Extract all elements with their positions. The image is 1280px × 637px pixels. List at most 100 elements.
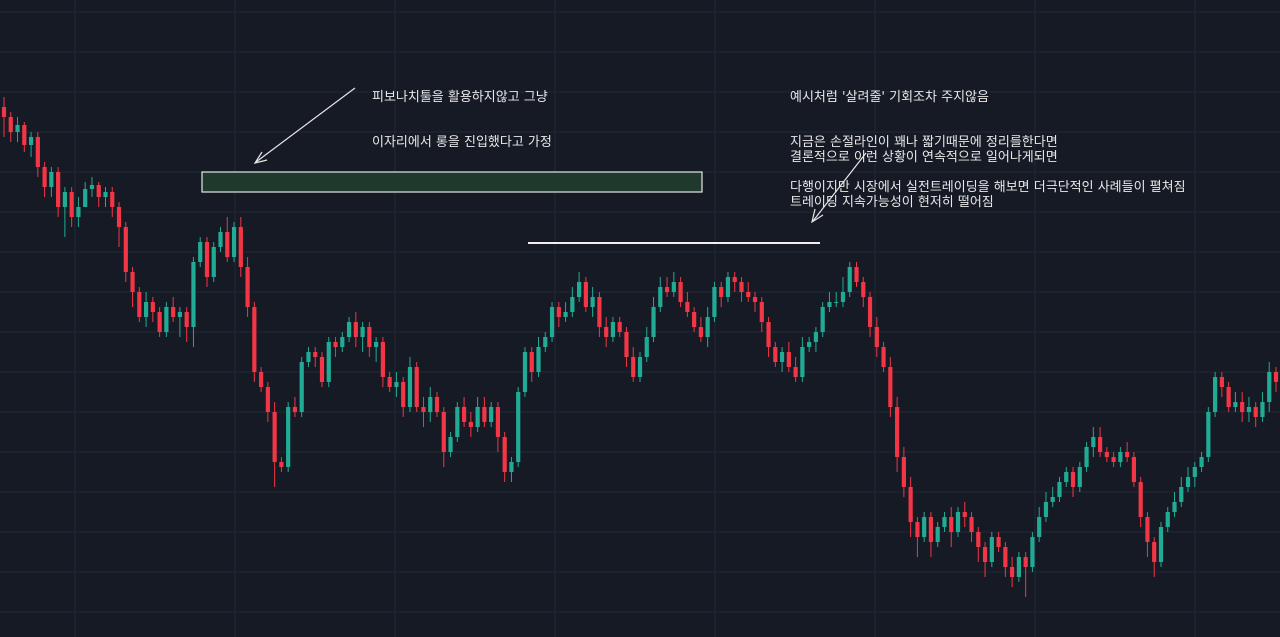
candle-up <box>475 407 480 427</box>
candle-down <box>739 282 744 292</box>
candle-up <box>15 125 20 132</box>
candle-up <box>407 367 413 407</box>
candle-down <box>996 537 1001 547</box>
arrow-to-top <box>812 152 867 222</box>
candle-down <box>698 327 703 337</box>
candle-down <box>150 302 155 312</box>
candle-up <box>590 297 595 307</box>
candle-up <box>28 137 34 145</box>
candle-down <box>908 487 913 522</box>
annotation-line: 이자리에서 롱을 진입했다고 가정 <box>372 135 552 150</box>
candle-up <box>286 407 291 467</box>
candle-down <box>928 517 934 542</box>
candle-down <box>414 367 419 407</box>
candle-down <box>238 227 243 267</box>
candle-down <box>35 137 40 167</box>
candle-up <box>374 342 379 347</box>
long-entry-zone[interactable] <box>201 171 703 193</box>
candle-down <box>854 267 859 282</box>
candle-up <box>820 307 825 332</box>
candle-down <box>982 547 988 562</box>
candle-up <box>1246 407 1252 412</box>
candle-up <box>191 262 196 327</box>
candle-down <box>915 522 920 537</box>
candle-up <box>1179 487 1184 502</box>
candle-up <box>1267 372 1272 402</box>
annotation-line: 결론적으로 이런 상황이 연속적으로 일어나게되면 <box>790 150 1058 165</box>
candle-up <box>1064 472 1069 482</box>
candle-up <box>231 227 237 257</box>
candle-up <box>989 537 994 562</box>
candle-down <box>969 517 974 532</box>
candle-down <box>624 332 629 357</box>
candle-down <box>786 352 791 367</box>
candle-down <box>171 307 176 317</box>
candle-down <box>1070 472 1076 487</box>
annotation-line: 피보나치툴을 활용하지않고 그냥 <box>372 90 548 105</box>
candle-up <box>83 189 88 207</box>
candle-up <box>1260 402 1265 417</box>
candle-up <box>577 282 582 297</box>
candle-up <box>455 407 460 437</box>
candle-down <box>157 312 162 332</box>
candle-up <box>1091 437 1096 447</box>
candle-down <box>962 512 967 517</box>
candle-down <box>861 282 866 297</box>
candle-up <box>340 337 345 347</box>
candle-down <box>292 407 298 412</box>
candle-down <box>56 172 61 207</box>
candle-up <box>306 352 311 362</box>
annotation-conclusion: 결론적으로 이런 상황이 연속적으로 일어나게되면 트레이딩 지속가능성이 현저… <box>790 120 1058 240</box>
candle-down <box>752 297 758 302</box>
candle-up <box>1192 467 1197 477</box>
candle-down <box>604 327 609 337</box>
candle-up <box>62 192 67 207</box>
candle-up <box>1016 557 1021 577</box>
candle-down <box>631 357 636 377</box>
candle-up <box>326 342 331 382</box>
candle-up <box>1043 502 1049 517</box>
candle-down <box>867 297 873 327</box>
candle-up <box>1165 512 1170 527</box>
candle-down <box>367 327 372 347</box>
candle-down <box>732 277 737 282</box>
candle-up <box>299 362 304 412</box>
annotation-no-chance: 예시처럼 '살려줄' 기회조차 주지않음 지금은 손절라인이 꽤나 짧기때문에 … <box>790 60 1186 225</box>
candle-down <box>766 322 771 347</box>
candle-up <box>671 282 676 292</box>
candle-up <box>516 392 521 462</box>
candle-down <box>746 292 751 297</box>
candle-up <box>1037 517 1042 537</box>
candle-down <box>502 437 507 472</box>
candle-down <box>1138 482 1143 517</box>
candle-up <box>658 287 663 307</box>
candle-up <box>922 517 927 537</box>
annotation-line: 지금은 손절라인이 꽤나 짧기때문에 정리를한다면 <box>790 135 1058 150</box>
candle-up <box>1206 412 1211 457</box>
candle-down <box>272 412 277 462</box>
candle-up <box>448 437 453 452</box>
candle-down <box>583 282 588 307</box>
candle-down <box>204 242 210 277</box>
candle-up <box>1172 502 1177 512</box>
candle-down <box>461 407 467 422</box>
candle-down <box>888 367 893 407</box>
candles <box>1 97 1279 597</box>
candle-down <box>773 347 778 362</box>
candle-up <box>644 337 649 357</box>
candle-up <box>570 297 575 312</box>
candle-down <box>387 377 392 387</box>
candle-down <box>1219 377 1224 387</box>
candle-down <box>529 352 534 372</box>
candle-up <box>428 397 433 412</box>
candle-up <box>1213 377 1218 412</box>
candle-up <box>543 337 548 347</box>
candle-down <box>333 342 338 347</box>
annotation-line: 다행이지만 시장에서 실전트레이딩을 해보면 더극단적인 사례들이 펼쳐짐 <box>790 180 1186 195</box>
candle-down <box>130 272 135 292</box>
candle-up <box>1030 537 1035 567</box>
candle-up <box>955 512 961 532</box>
candle-up <box>813 332 819 342</box>
candle-up <box>394 382 399 387</box>
